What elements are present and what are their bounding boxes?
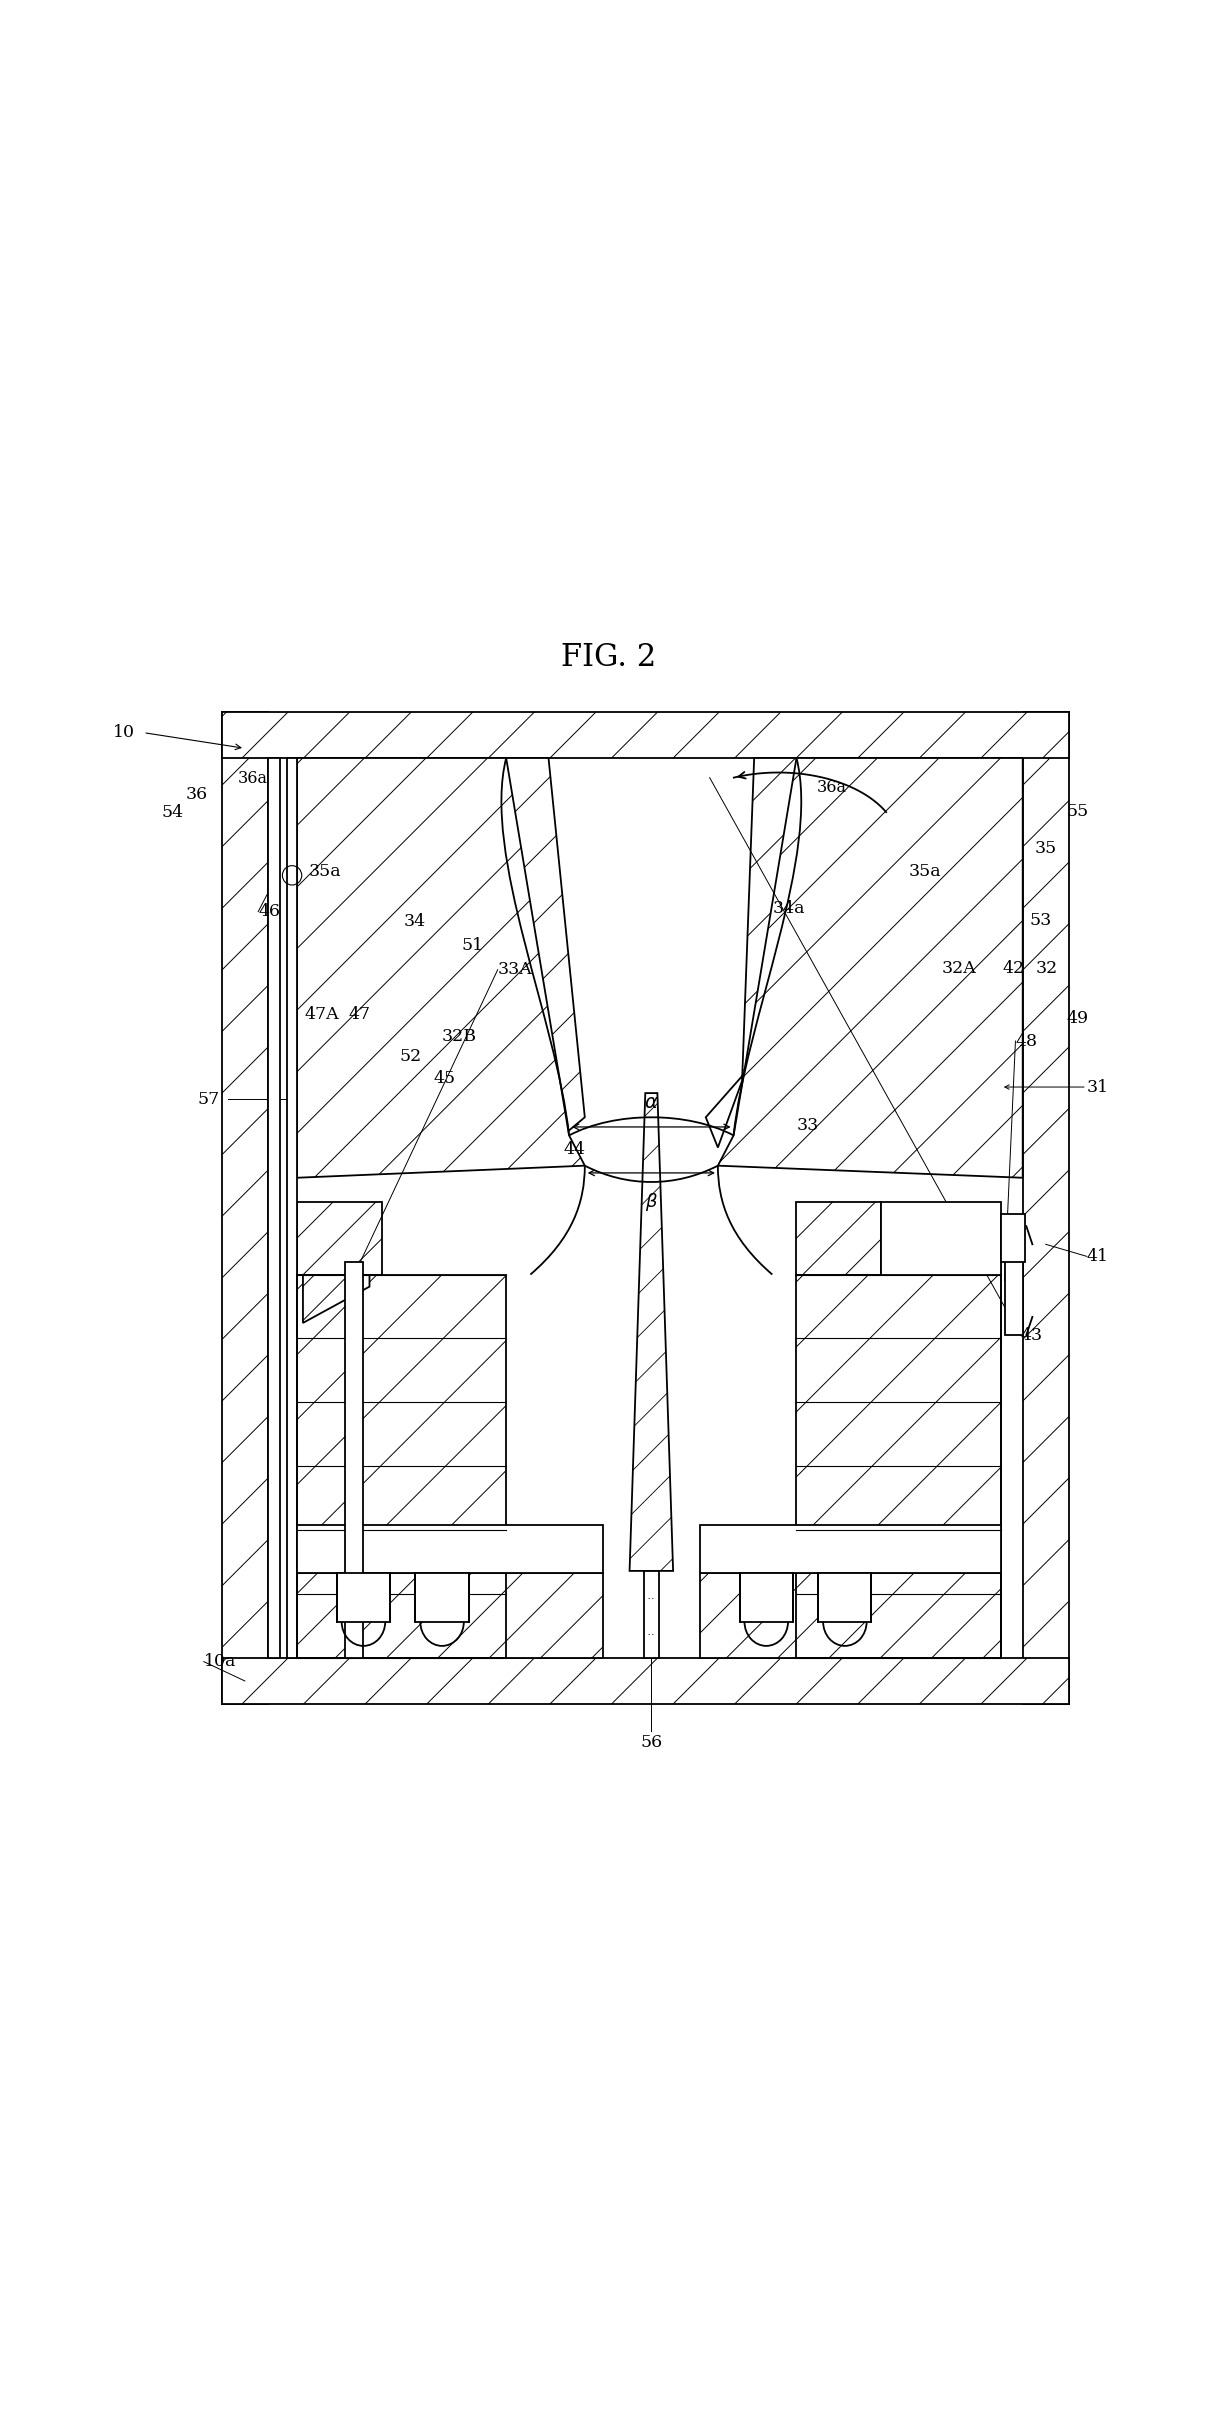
- Text: FIG. 2: FIG. 2: [561, 643, 657, 674]
- Polygon shape: [797, 1276, 1001, 1657]
- Bar: [297, 1524, 603, 1573]
- Text: 32B: 32B: [442, 1027, 477, 1044]
- Text: 49: 49: [1066, 1010, 1089, 1027]
- Text: 53: 53: [1030, 911, 1052, 928]
- Polygon shape: [1023, 713, 1068, 1703]
- Text: 34a: 34a: [772, 899, 805, 916]
- Text: 36: 36: [185, 785, 207, 802]
- Text: 34: 34: [403, 913, 425, 930]
- Bar: [297, 1276, 507, 1657]
- Text: 36a: 36a: [817, 778, 847, 795]
- Polygon shape: [297, 1276, 507, 1657]
- Text: 56: 56: [641, 1735, 663, 1752]
- Text: 52: 52: [400, 1049, 421, 1065]
- Polygon shape: [297, 1201, 381, 1276]
- Text: 35: 35: [1035, 841, 1057, 858]
- Text: 32: 32: [1037, 959, 1058, 976]
- Text: 51: 51: [462, 937, 484, 954]
- Text: 47A: 47A: [304, 1005, 339, 1022]
- Text: $\alpha$: $\alpha$: [644, 1094, 659, 1111]
- Bar: [1001, 1215, 1026, 1264]
- Polygon shape: [222, 713, 268, 1703]
- Text: 33A: 33A: [498, 962, 532, 978]
- Bar: [287, 759, 297, 1657]
- Polygon shape: [705, 759, 1023, 1148]
- Text: 35a: 35a: [309, 863, 341, 879]
- Bar: [818, 1573, 872, 1621]
- Text: 10a: 10a: [203, 1653, 236, 1669]
- Bar: [739, 1573, 793, 1621]
- Polygon shape: [630, 1092, 674, 1570]
- Text: 46: 46: [258, 904, 280, 920]
- Polygon shape: [303, 1276, 369, 1324]
- Text: 36a: 36a: [238, 771, 268, 788]
- Text: 42: 42: [1002, 959, 1024, 976]
- Text: 32A: 32A: [942, 959, 977, 976]
- Text: 54: 54: [161, 805, 183, 821]
- Bar: [337, 1573, 390, 1621]
- Bar: [797, 1276, 1001, 1657]
- Text: 31: 31: [1086, 1078, 1108, 1094]
- Text: 43: 43: [1021, 1326, 1043, 1343]
- Bar: [268, 759, 280, 1657]
- Polygon shape: [297, 759, 585, 1177]
- Polygon shape: [797, 1201, 881, 1276]
- Text: 47: 47: [348, 1005, 371, 1022]
- Bar: [644, 1570, 659, 1657]
- Text: 57: 57: [197, 1090, 220, 1107]
- Bar: [415, 1573, 469, 1621]
- Text: 55: 55: [1066, 802, 1089, 819]
- Bar: [699, 1524, 1001, 1573]
- Text: 45: 45: [434, 1070, 456, 1087]
- Bar: [345, 1264, 363, 1657]
- Polygon shape: [328, 759, 585, 1148]
- Text: 48: 48: [1016, 1032, 1038, 1049]
- Polygon shape: [222, 713, 1068, 759]
- Text: 44: 44: [563, 1140, 585, 1157]
- Bar: [881, 1201, 1001, 1276]
- Bar: [1005, 1227, 1023, 1336]
- Polygon shape: [717, 759, 1023, 1177]
- Text: 41: 41: [1086, 1249, 1108, 1266]
- Text: 10: 10: [113, 725, 135, 742]
- Polygon shape: [297, 1573, 603, 1657]
- Text: $\beta$: $\beta$: [644, 1191, 658, 1213]
- Polygon shape: [222, 1657, 1068, 1703]
- Text: 35a: 35a: [909, 863, 942, 879]
- Polygon shape: [699, 1573, 1001, 1657]
- Text: 33: 33: [797, 1116, 818, 1133]
